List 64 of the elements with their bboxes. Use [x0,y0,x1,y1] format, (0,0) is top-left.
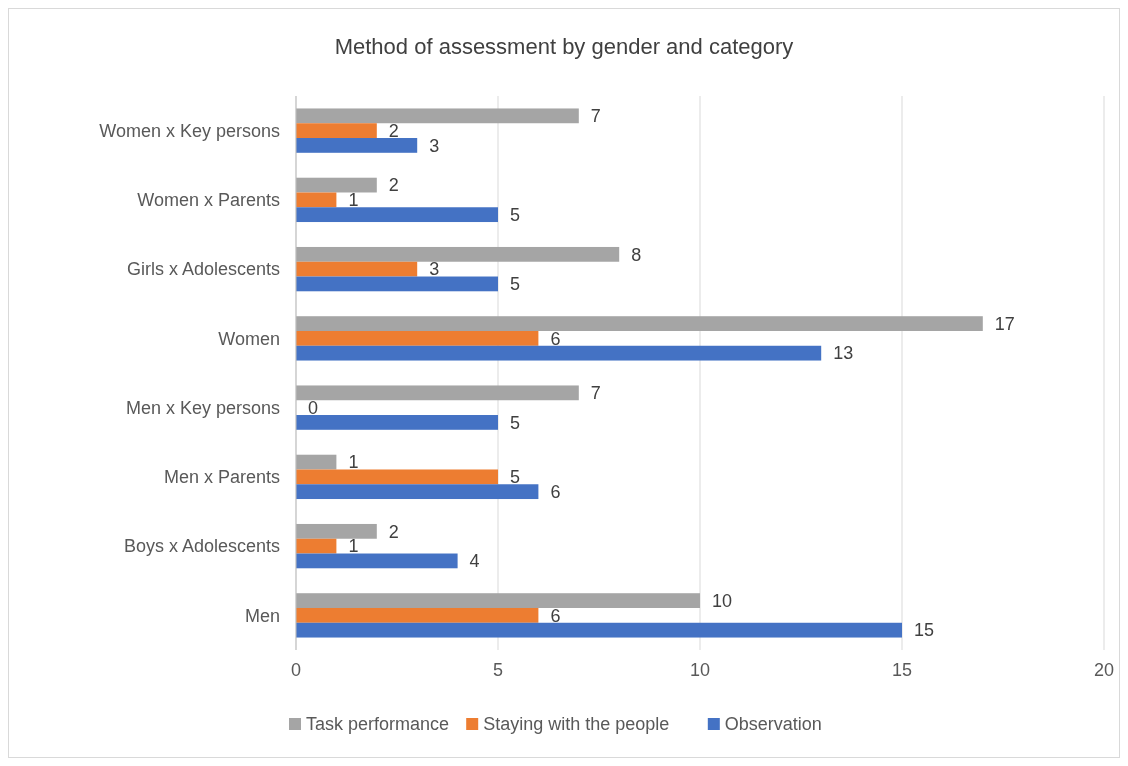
bar [296,553,458,569]
data-label: 15 [914,620,935,641]
y-tick-label: Girls x Adolescents [126,259,280,280]
x-tick-label: 10 [689,660,711,680]
bar [296,330,539,346]
data-label: 5 [510,412,521,433]
data-label: 8 [631,244,642,265]
x-tick-label: 15 [891,660,913,680]
data-label: 10 [712,590,733,611]
y-tick-label: Women [218,328,280,349]
bar [296,276,498,292]
data-label: 7 [590,383,601,404]
bar [296,385,579,401]
bar [296,123,377,139]
x-tick-label: 0 [290,660,302,680]
bar [296,192,337,208]
y-tick-label: Men [244,605,280,626]
data-label: 1 [348,536,359,557]
data-label: 3 [429,259,440,280]
data-label: 5 [510,467,521,488]
data-label: 7 [590,106,601,127]
data-label: 17 [994,313,1015,334]
bar [296,246,620,262]
y-tick-label: Women x Parents [137,190,280,211]
y-tick-label: Boys x Adolescents [123,536,280,557]
bar [296,207,498,223]
data-label: 5 [510,204,521,225]
bar [296,607,539,623]
bar [296,138,418,153]
data-label: 1 [348,190,359,211]
data-label: 5 [510,274,521,295]
data-label: 6 [550,328,561,349]
x-tick-label: 5 [492,660,504,680]
bar [296,538,337,554]
data-label: 2 [388,175,399,196]
bar [296,484,539,500]
data-label: 3 [429,135,440,156]
data-label: 1 [348,452,359,473]
bar [296,622,902,638]
data-label: 0 [308,397,319,418]
bar [296,345,822,361]
bar [296,593,700,608]
data-label: 2 [388,120,399,141]
bar [296,415,498,430]
data-label: 13 [833,343,854,364]
y-tick-label: Women x Key persons [99,120,280,141]
bar [296,469,498,485]
legend-label: Staying with the people [483,714,670,735]
bar [296,261,418,277]
bar [296,523,377,539]
legend-label: Observation [724,714,822,735]
data-label: 6 [550,481,561,502]
bar [296,108,579,124]
x-tick-label: 20 [1093,660,1115,680]
bar [296,177,377,193]
chart-title: Method of assessment by gender and category [334,34,794,59]
data-label: 2 [388,521,399,542]
data-label: 4 [469,551,480,572]
y-tick-label: Men x Parents [163,467,280,488]
bar [296,454,337,470]
data-label: 6 [550,605,561,626]
y-tick-label: Men x Key persons [125,397,280,418]
bar [296,316,983,331]
legend-label: Task performance [306,714,450,735]
